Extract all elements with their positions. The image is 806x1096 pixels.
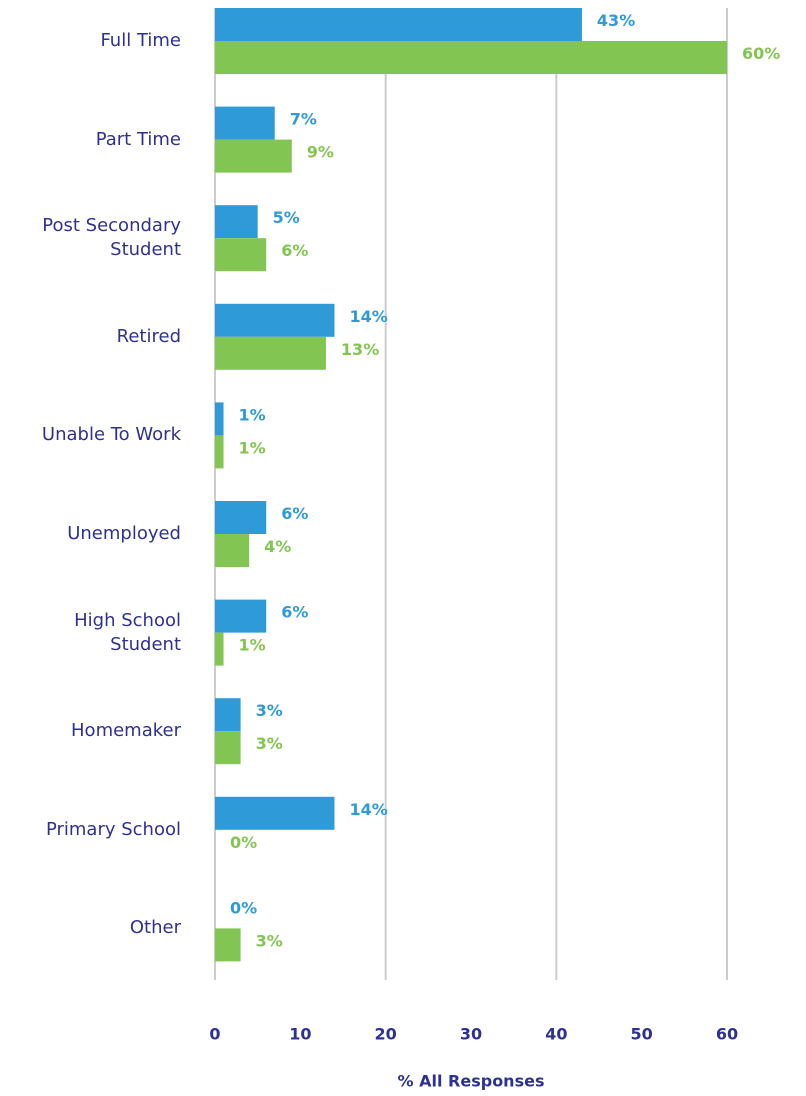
- bar: [215, 205, 258, 239]
- value-label: 5%: [273, 208, 300, 227]
- value-label: 1%: [239, 405, 266, 424]
- value-label: 4%: [264, 537, 291, 556]
- x-tick-label: 20: [375, 1025, 397, 1044]
- value-label: 0%: [230, 833, 257, 852]
- bar: [215, 402, 224, 436]
- x-tick-label: 0: [209, 1025, 220, 1044]
- bar: [215, 139, 292, 173]
- value-label: 13%: [341, 340, 379, 359]
- value-label: 3%: [256, 701, 283, 720]
- bar: [215, 336, 326, 370]
- x-tick-label: 30: [460, 1025, 482, 1044]
- bar: [215, 632, 224, 666]
- category-label: High School Student: [74, 609, 181, 655]
- category-label: Post Secondary Student: [42, 215, 181, 261]
- value-label: 7%: [290, 110, 317, 129]
- category-label: Retired: [116, 325, 181, 347]
- bar: [215, 928, 241, 962]
- x-tick-label: 60: [716, 1025, 738, 1044]
- category-label: Unable To Work: [41, 424, 181, 446]
- value-label: 1%: [239, 636, 266, 655]
- bar: [215, 8, 582, 41]
- bar: [215, 731, 241, 765]
- category-label: Homemaker: [71, 720, 181, 742]
- value-label: 6%: [281, 241, 308, 260]
- value-label: 6%: [281, 504, 308, 523]
- value-label: 0%: [230, 898, 257, 917]
- category-label: Part Time: [95, 128, 181, 150]
- bar: [215, 435, 224, 469]
- value-label: 14%: [349, 307, 387, 326]
- value-label: 60%: [742, 44, 780, 63]
- category-label: Primary School: [45, 818, 181, 840]
- category-label: Other: [129, 917, 181, 939]
- value-label: 3%: [256, 931, 283, 950]
- x-tick-label: 10: [289, 1025, 311, 1044]
- bar: [215, 599, 267, 633]
- bar: [215, 534, 250, 567]
- category-label: Unemployed: [67, 523, 181, 544]
- bar: [215, 303, 335, 337]
- bar: [215, 698, 241, 732]
- value-label: 1%: [239, 438, 266, 457]
- bar: [215, 796, 335, 830]
- value-label: 3%: [256, 734, 283, 753]
- x-axis-label: % All Responses: [398, 1072, 545, 1091]
- bar: [215, 501, 267, 534]
- bar: [215, 41, 727, 74]
- category-label: Full Time: [100, 30, 181, 51]
- value-label: 43%: [597, 11, 635, 30]
- bar: [215, 238, 267, 272]
- value-label: 14%: [349, 800, 387, 819]
- value-label: 9%: [307, 143, 334, 162]
- x-tick-label: 40: [545, 1025, 567, 1044]
- bar: [215, 106, 275, 140]
- x-tick-label: 50: [631, 1025, 653, 1044]
- value-label: 6%: [281, 603, 308, 622]
